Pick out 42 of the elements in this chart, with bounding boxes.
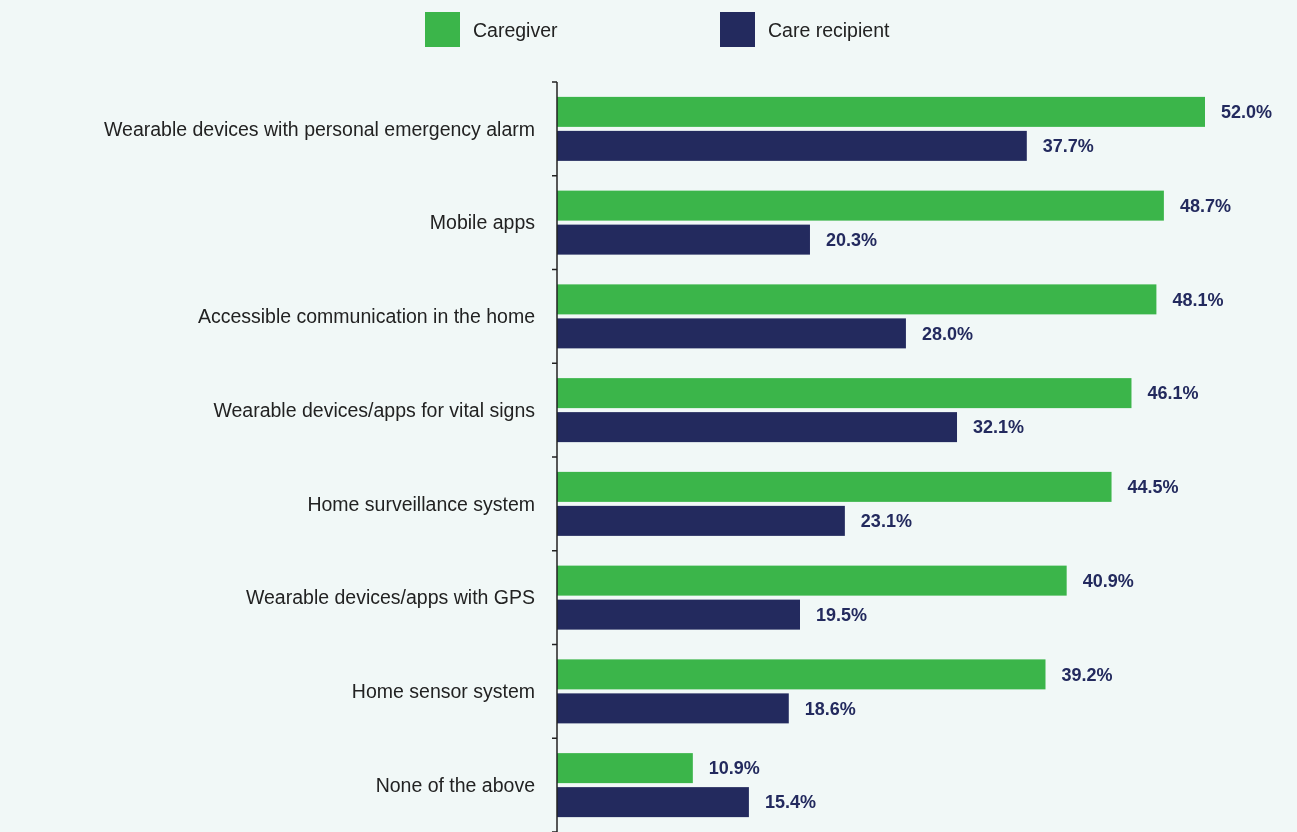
bar xyxy=(557,659,1046,690)
y-tick-label: Wearable devices with personal emergency alarm xyxy=(103,117,535,140)
y-tick-label: None of the above xyxy=(375,773,535,796)
bar xyxy=(557,565,1067,596)
data-label: 15.4% xyxy=(764,792,816,813)
bar xyxy=(557,284,1157,315)
data-label: 10.9% xyxy=(708,758,760,779)
bar xyxy=(557,378,1132,409)
y-tick-label: Wearable devices/apps with GPS xyxy=(245,586,535,609)
bar xyxy=(557,190,1164,221)
data-label: 19.5% xyxy=(816,604,868,625)
y-tick-label: Home surveillance system xyxy=(307,492,535,515)
data-label: 37.7% xyxy=(1042,136,1094,157)
bar xyxy=(557,753,693,784)
bar xyxy=(557,693,789,724)
legend-label: Caregiver xyxy=(473,18,559,41)
legend-label: Care recipient xyxy=(768,18,890,41)
bar xyxy=(557,318,906,349)
data-label: 23.1% xyxy=(860,511,912,532)
bar xyxy=(557,505,845,536)
y-tick-label: Mobile apps xyxy=(429,211,536,234)
bar xyxy=(557,96,1205,127)
data-label: 28.0% xyxy=(921,323,973,344)
y-tick-label: Accessible communication in the home xyxy=(197,305,535,328)
bar xyxy=(557,599,800,630)
data-label: 18.6% xyxy=(804,698,856,719)
data-label: 46.1% xyxy=(1147,383,1199,404)
data-label: 48.1% xyxy=(1172,289,1224,310)
bar xyxy=(557,412,958,443)
data-label: 20.3% xyxy=(825,229,878,250)
data-label: 39.2% xyxy=(1061,664,1113,685)
bar xyxy=(557,787,749,818)
data-label: 52.0% xyxy=(1221,102,1273,123)
y-tick-label: Wearable devices/apps for vital signs xyxy=(213,398,536,421)
bar xyxy=(557,130,1027,161)
data-label: 32.1% xyxy=(973,417,1025,438)
data-label: 40.9% xyxy=(1082,570,1134,591)
data-label: 48.7% xyxy=(1179,195,1231,216)
bar xyxy=(557,224,810,255)
y-tick-label: Home sensor system xyxy=(351,680,535,703)
data-label: 44.5% xyxy=(1127,477,1179,498)
bar xyxy=(557,471,1112,502)
